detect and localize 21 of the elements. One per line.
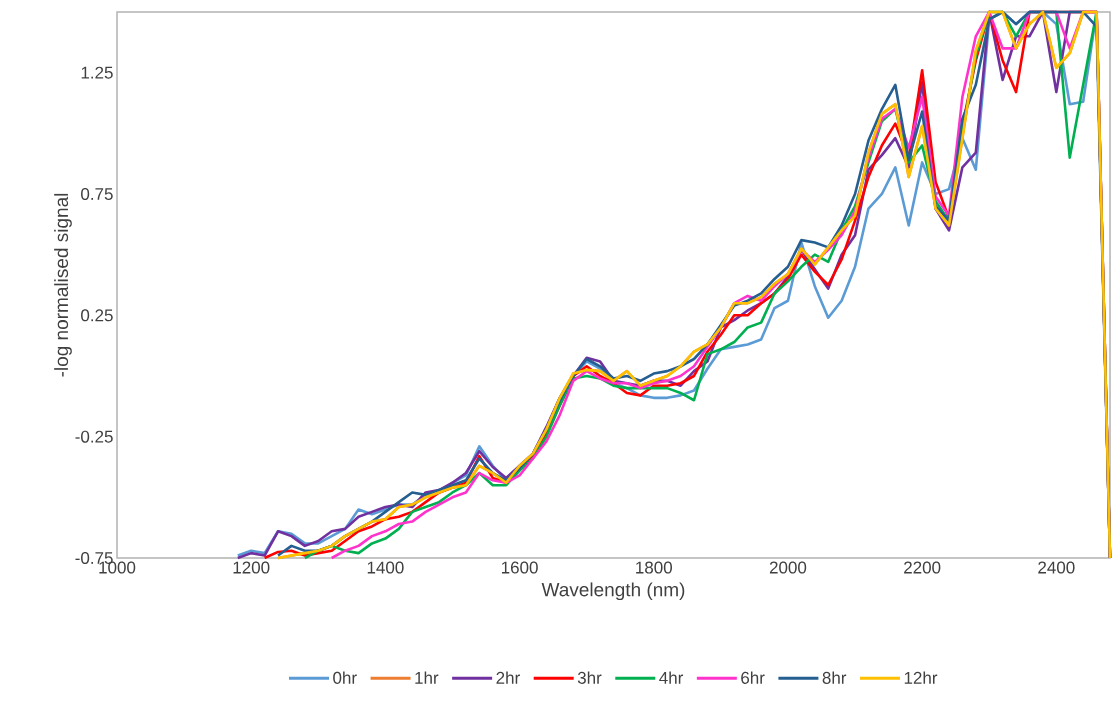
- legend-label: 2hr: [496, 671, 520, 684]
- y-axis-title: -log normalised signal: [54, 193, 72, 377]
- legend-label: 3hr: [577, 671, 602, 684]
- x-tick-label: 1400: [367, 561, 404, 574]
- x-tick-label: 1200: [233, 561, 270, 574]
- y-tick-label: -0.25: [75, 430, 113, 443]
- x-tick-label: 2200: [904, 561, 941, 574]
- y-tick-label: 0.75: [81, 187, 113, 201]
- legend-label: 8hr: [822, 671, 847, 684]
- x-tick-label: 2400: [1038, 561, 1075, 574]
- legend-label: 0hr: [333, 671, 357, 684]
- legend-label: 1hr: [415, 671, 439, 684]
- x-tick-label: 2000: [769, 561, 807, 574]
- y-tick-label: 0.25: [81, 309, 113, 322]
- x-tick-label: 1800: [636, 561, 673, 574]
- x-axis-title: Wavelength (nm): [541, 582, 685, 601]
- y-tick-label: 1.25: [81, 66, 113, 79]
- legend-label: 12hr: [904, 671, 938, 684]
- x-tick-label: 1600: [501, 561, 538, 574]
- legend-label: 4hr: [659, 671, 684, 684]
- legend-label: 6hr: [741, 671, 765, 684]
